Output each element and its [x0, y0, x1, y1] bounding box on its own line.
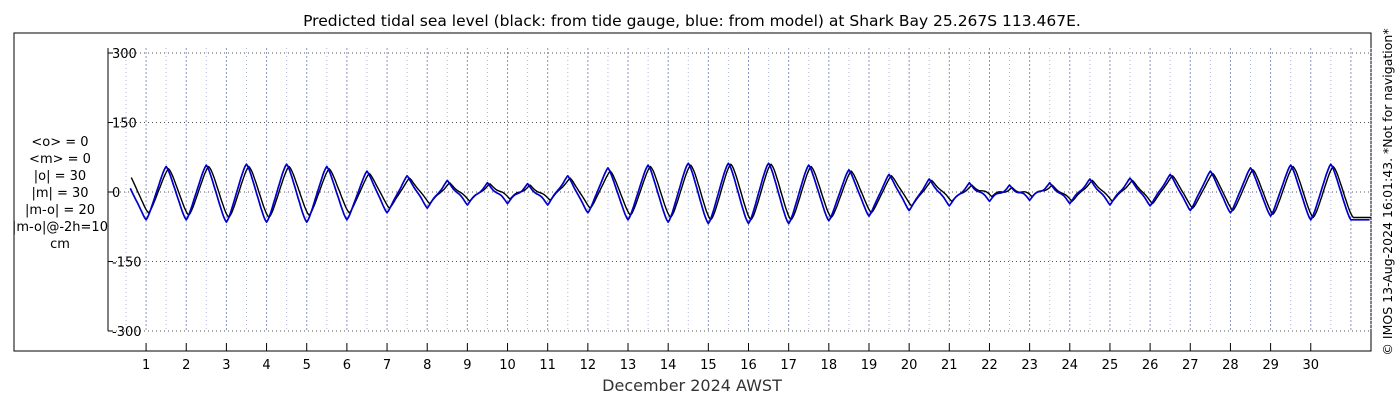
x-tick-label: 5	[303, 358, 311, 373]
x-tick-label: 7	[383, 358, 391, 373]
stat-abs-model: |m| = 30	[31, 186, 88, 201]
y-tick-label: 150	[112, 117, 137, 132]
y-tick-label: -150	[112, 256, 142, 271]
x-tick-label: 14	[660, 358, 677, 373]
stat-mean-obs: <o> = 0	[31, 135, 88, 150]
x-tick-label: 29	[1262, 358, 1279, 373]
x-tick-label: 25	[1102, 358, 1119, 373]
stat-abs-diff: |m-o| = 20	[25, 203, 95, 218]
x-tick-label: 27	[1182, 358, 1199, 373]
x-tick-label: 16	[740, 358, 757, 373]
x-tick-label: 12	[580, 358, 597, 373]
y-tick-label: -300	[112, 325, 142, 340]
y-tick-label: 0	[112, 186, 120, 201]
x-tick-label: 2	[182, 358, 190, 373]
y-tick-label: 300	[112, 47, 137, 62]
x-tick-label: 3	[222, 358, 230, 373]
series-layer	[129, 162, 1371, 225]
x-tick-label: 22	[981, 358, 998, 373]
x-tick-label: 10	[499, 358, 516, 373]
y-axis-unit: cm	[50, 237, 70, 252]
x-tick-label: 15	[700, 358, 717, 373]
chart-title: Predicted tidal sea level (black: from t…	[303, 12, 1081, 30]
x-tick-label: 6	[343, 358, 351, 373]
stats-block: <o> = 0 <m> = 0 |o| = 30 |m| = 30 |m-o| …	[12, 135, 108, 252]
x-tick-label: 20	[901, 358, 918, 373]
x-tick-label: 13	[620, 358, 637, 373]
x-tick-label: 19	[861, 358, 878, 373]
x-tick-label: 9	[463, 358, 471, 373]
stat-mean-model: <m> = 0	[29, 152, 91, 167]
x-tick-label: 28	[1222, 358, 1239, 373]
x-tick-label: 17	[780, 358, 797, 373]
x-tick-label: 21	[941, 358, 958, 373]
credit-text: © IMOS 13-Aug-2024 16:01:43. *Not for na…	[1380, 28, 1395, 355]
x-axis-label: December 2024 AWST	[602, 376, 782, 395]
x-tick-label: 4	[262, 358, 270, 373]
stat-abs-obs: |o| = 30	[34, 169, 86, 184]
x-tick-label: 23	[1021, 358, 1038, 373]
x-tick-label: 8	[423, 358, 431, 373]
x-tick-label: 30	[1302, 358, 1319, 373]
y-axis: 300 150 0 -150 -300	[108, 47, 142, 340]
x-tick-label: 24	[1062, 358, 1079, 373]
x-tick-label: 1	[142, 358, 150, 373]
x-tick-label: 26	[1142, 358, 1159, 373]
x-tick-label: 11	[539, 358, 556, 373]
stat-abs-diff-shift: |m-o|@-2h=10	[12, 220, 108, 235]
series-line-model	[129, 162, 1370, 225]
x-axis: 1 2 3 4 5 6 7 8 9 10 11 12 13 14 15 16 17 18 19 20 21 22 23 24 2…	[142, 343, 1319, 373]
x-tick-label: 18	[821, 358, 838, 373]
